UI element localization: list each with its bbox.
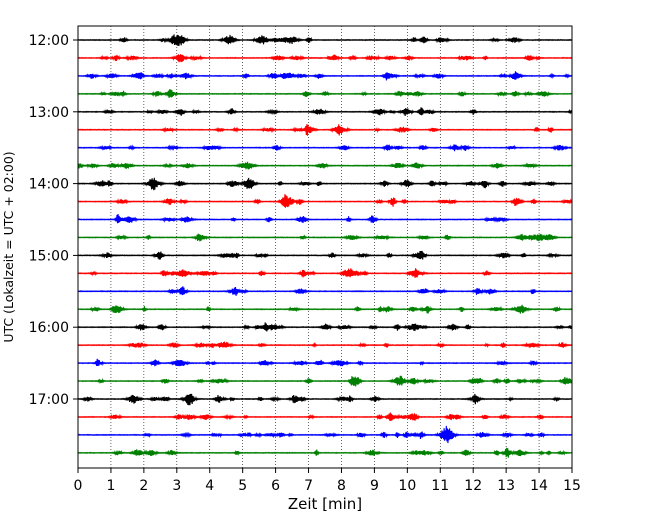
trace-row-14 xyxy=(77,286,573,296)
trace-row-19 xyxy=(77,375,573,387)
y-axis-label: UTC (Lokalzeit = UTC + 02:00) xyxy=(1,151,16,342)
x-tick-label-15: 15 xyxy=(563,478,581,494)
x-tick-label-4: 4 xyxy=(205,478,214,494)
x-tick-label-6: 6 xyxy=(271,478,280,494)
trace-row-15 xyxy=(77,304,573,314)
x-tick-label-8: 8 xyxy=(337,478,346,494)
y-tick-label-2: 14:00 xyxy=(29,177,69,193)
trace-row-0 xyxy=(77,34,573,46)
trace-row-1 xyxy=(77,54,573,63)
x-tick-label-11: 11 xyxy=(431,478,449,494)
trace-row-4 xyxy=(77,107,573,117)
trace-row-12 xyxy=(77,250,573,260)
plot-frame xyxy=(77,25,573,469)
trace-row-11 xyxy=(77,233,573,242)
trace-row-18 xyxy=(77,358,573,367)
y-tick-label-0: 12:00 xyxy=(29,33,69,49)
trace-row-6 xyxy=(77,144,573,152)
x-tick-label-9: 9 xyxy=(370,478,379,494)
y-axis-ticks: 12:00 13:00 14:00 15:00 16:00 17:00 xyxy=(29,33,78,408)
trace-row-5 xyxy=(77,124,573,136)
x-tick-label-5: 5 xyxy=(238,478,247,494)
trace-row-2 xyxy=(77,71,573,81)
x-tick-label-3: 3 xyxy=(172,478,181,494)
trace-row-3 xyxy=(77,89,573,99)
x-tick-label-7: 7 xyxy=(304,478,313,494)
trace-row-7 xyxy=(77,161,573,170)
trace-row-22 xyxy=(77,425,573,444)
x-axis-label: Zeit [min] xyxy=(288,495,362,513)
y-tick-label-4: 16:00 xyxy=(29,320,69,336)
trace-row-8 xyxy=(77,177,573,191)
trace-row-20 xyxy=(77,393,573,406)
trace-row-10 xyxy=(77,214,573,224)
trace-row-13 xyxy=(77,268,573,278)
y-tick-label-1: 13:00 xyxy=(29,105,69,121)
x-tick-label-13: 13 xyxy=(497,478,515,494)
y-tick-label-3: 15:00 xyxy=(29,248,69,264)
x-tick-label-1: 1 xyxy=(106,478,115,494)
x-tick-label-10: 10 xyxy=(398,478,416,494)
traces xyxy=(77,34,573,458)
trace-row-17 xyxy=(77,341,573,349)
x-tick-label-12: 12 xyxy=(464,478,482,494)
x-tick-label-2: 2 xyxy=(139,478,148,494)
y-tick-label-5: 17:00 xyxy=(29,392,69,408)
trace-row-9 xyxy=(77,194,573,208)
trace-row-21 xyxy=(77,412,573,421)
x-tick-label-0: 0 xyxy=(74,478,83,494)
trace-row-16 xyxy=(77,322,573,332)
x-tick-label-14: 14 xyxy=(530,478,548,494)
trace-row-23 xyxy=(77,447,573,458)
x-axis-ticks: 0 1 2 3 4 5 6 7 8 9 10 11 12 13 14 15 xyxy=(74,468,581,494)
